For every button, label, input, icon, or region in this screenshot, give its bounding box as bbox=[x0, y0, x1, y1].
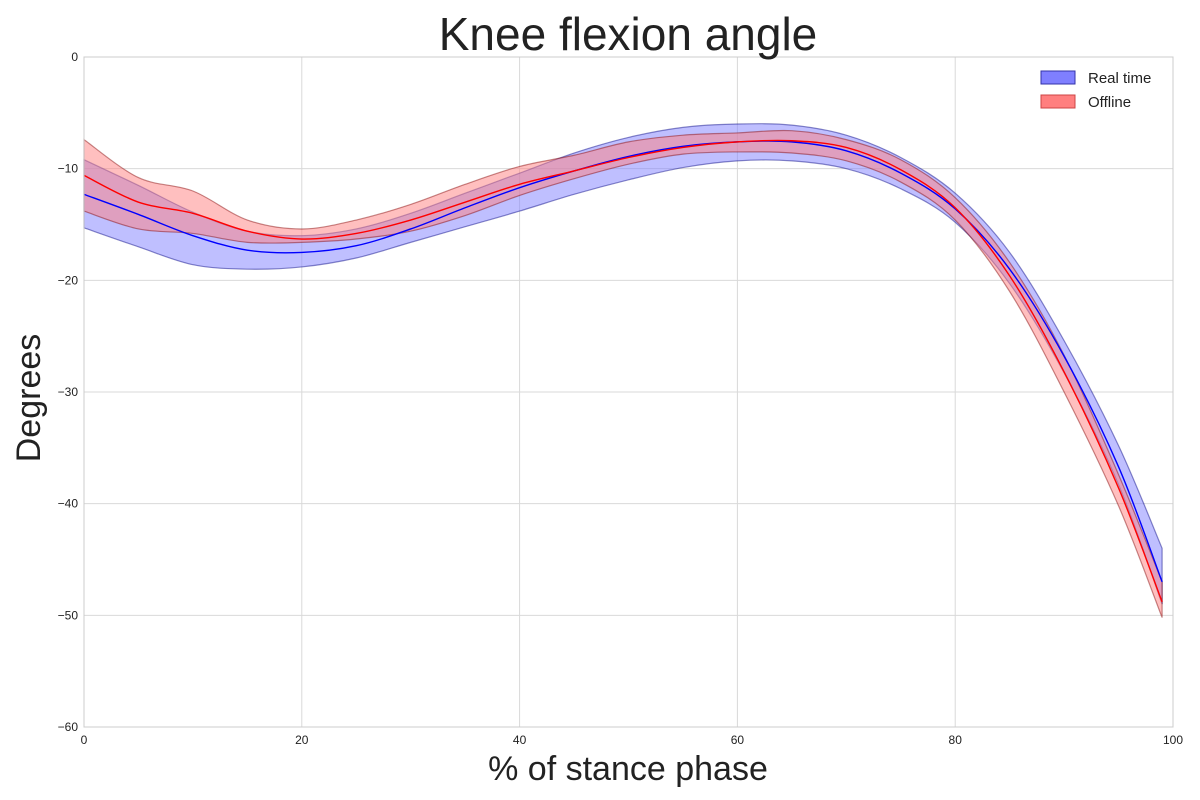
y-tick-label: −20 bbox=[58, 273, 79, 287]
y-tick-label: −50 bbox=[58, 608, 79, 622]
y-tick-labels: 0 −10 −20 −30 −40 −50 −60 bbox=[58, 50, 79, 734]
legend: Real time Offline bbox=[1040, 70, 1151, 111]
y-axis-label: Degrees bbox=[10, 334, 48, 463]
y-tick-label: −40 bbox=[58, 497, 79, 511]
x-axis-label: % of stance phase bbox=[488, 750, 768, 788]
mean-lines bbox=[83, 139, 1163, 603]
y-tick-label: −60 bbox=[58, 720, 79, 734]
y-tick-label: 0 bbox=[71, 50, 78, 64]
line-real-time bbox=[83, 140, 1163, 583]
legend-swatch-real-time bbox=[1040, 70, 1076, 85]
x-tick-label: 0 bbox=[81, 733, 88, 747]
x-tick-label: 100 bbox=[1163, 733, 1183, 747]
plot-frame bbox=[83, 56, 1174, 728]
x-tick-labels: 0 20 40 60 80 100 bbox=[81, 733, 1184, 747]
x-tick-label: 20 bbox=[295, 733, 309, 747]
x-tick-label: 60 bbox=[731, 733, 745, 747]
y-tick-label: −10 bbox=[58, 162, 79, 176]
chart-title: Knee flexion angle bbox=[439, 8, 818, 60]
confidence-bands bbox=[83, 123, 1163, 618]
x-tick-label: 40 bbox=[513, 733, 527, 747]
x-tick-label: 80 bbox=[949, 733, 963, 747]
legend-label-offline: Offline bbox=[1088, 94, 1131, 111]
band-offline bbox=[83, 129, 1163, 618]
y-tick-label: −30 bbox=[58, 385, 79, 399]
line-offline bbox=[83, 139, 1163, 603]
legend-label-real-time: Real time bbox=[1088, 70, 1151, 87]
legend-swatch-offline bbox=[1040, 94, 1076, 109]
